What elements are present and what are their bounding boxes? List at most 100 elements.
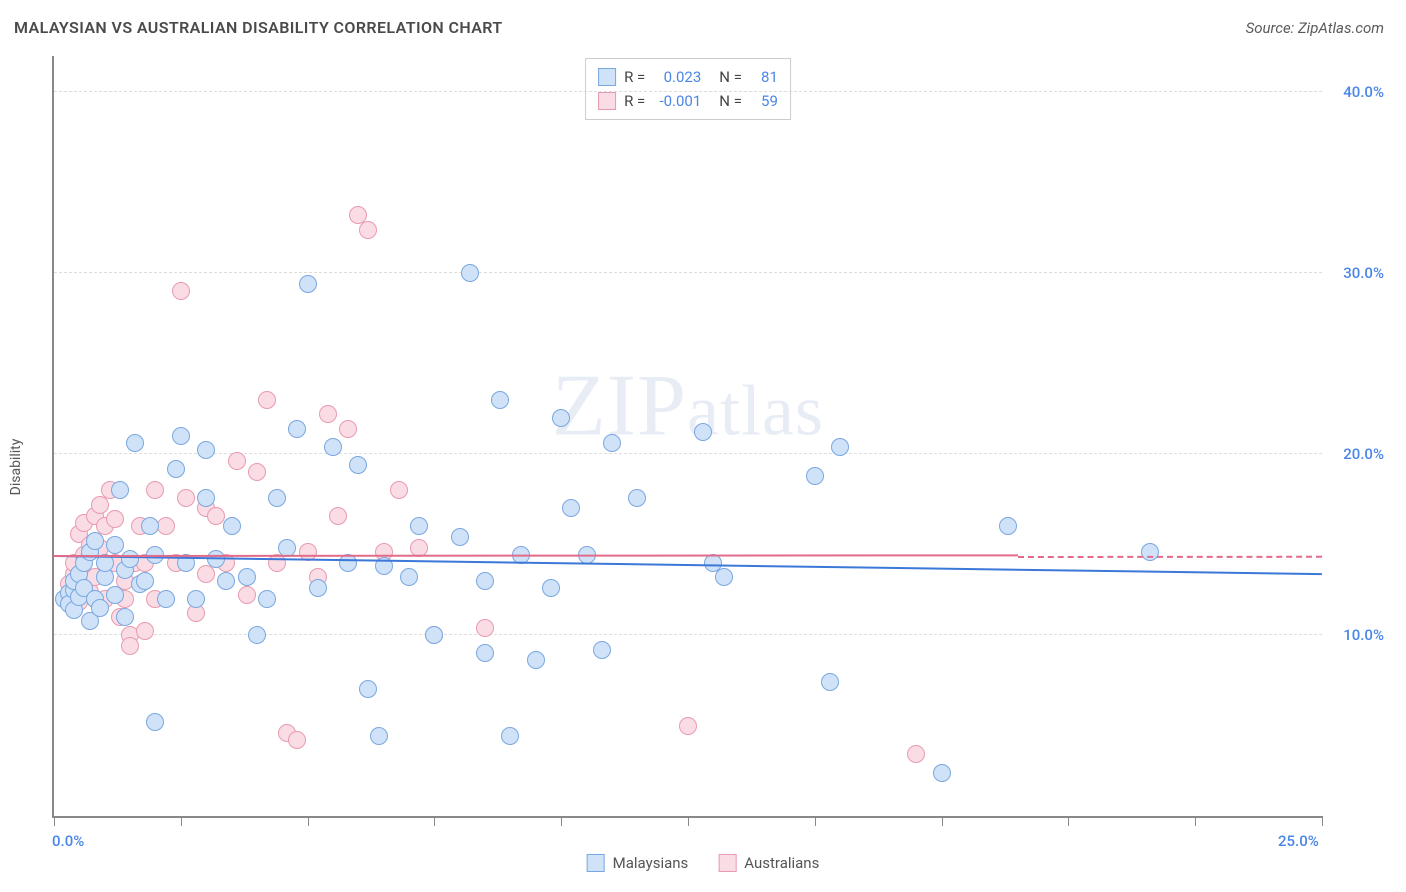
data-point [187, 590, 205, 608]
y-tick-label: 30.0% [1343, 264, 1384, 282]
data-point [907, 745, 925, 763]
data-point [400, 568, 418, 586]
x-tick [434, 816, 435, 826]
legend-swatch [718, 854, 736, 872]
stat-r-value: -0.001 [653, 89, 701, 113]
data-point [91, 599, 109, 617]
data-point [106, 510, 124, 528]
data-point [451, 528, 469, 546]
legend: Malaysians Australians [587, 854, 820, 872]
data-point [172, 427, 190, 445]
stat-r-value: 0.023 [653, 65, 701, 89]
data-point [116, 608, 134, 626]
chart-title: MALAYSIAN VS AUSTRALIAN DISABILITY CORRE… [14, 18, 503, 37]
data-point [359, 680, 377, 698]
data-point [238, 568, 256, 586]
data-point [299, 275, 317, 293]
data-point [288, 731, 306, 749]
data-point [238, 586, 256, 604]
data-point [248, 626, 266, 644]
x-tick [1322, 816, 1323, 826]
data-point [476, 619, 494, 637]
watermark: ZIPatlas [552, 355, 824, 456]
data-point [628, 489, 646, 507]
y-tick-label: 10.0% [1343, 626, 1384, 644]
x-tick [1195, 816, 1196, 826]
trend-line [54, 555, 1018, 558]
data-point [167, 460, 185, 478]
data-point [410, 517, 428, 535]
data-point [288, 420, 306, 438]
data-point [146, 713, 164, 731]
gridline [54, 272, 1322, 273]
data-point [542, 579, 560, 597]
data-point [562, 499, 580, 517]
trend-line-extrapolated [1018, 556, 1322, 558]
data-point [359, 221, 377, 239]
data-point [593, 641, 611, 659]
legend-item: Australians [718, 854, 819, 872]
data-point [999, 517, 1017, 535]
data-point [603, 434, 621, 452]
data-point [197, 441, 215, 459]
data-point [806, 467, 824, 485]
data-point [136, 622, 154, 640]
stats-box: R =0.023N =81R =-0.001N =59 [585, 58, 791, 120]
data-point [694, 423, 712, 441]
data-point [106, 536, 124, 554]
data-point [146, 481, 164, 499]
data-point [425, 626, 443, 644]
x-tick-label: 25.0% [1278, 832, 1319, 850]
stat-r-label: R = [624, 65, 645, 89]
data-point [197, 489, 215, 507]
x-tick [688, 816, 689, 826]
data-point [121, 637, 139, 655]
chart-container: Disability ZIPatlas R =0.023N =81R =-0.0… [14, 56, 1392, 878]
data-point [476, 644, 494, 662]
data-point [324, 438, 342, 456]
x-tick [181, 816, 182, 826]
legend-label: Malaysians [613, 854, 689, 872]
legend-swatch [598, 92, 616, 110]
data-point [339, 420, 357, 438]
data-point [172, 282, 190, 300]
data-point [136, 572, 154, 590]
x-tick [308, 816, 309, 826]
data-point [527, 651, 545, 669]
data-point [476, 572, 494, 590]
legend-swatch [587, 854, 605, 872]
data-point [370, 727, 388, 745]
data-point [248, 463, 266, 481]
data-point [831, 438, 849, 456]
stat-n-value: 59 [750, 89, 778, 113]
stat-n-value: 81 [750, 65, 778, 89]
stat-n-label: N = [719, 65, 742, 89]
data-point [1141, 543, 1159, 561]
x-tick [815, 816, 816, 826]
data-point [86, 532, 104, 550]
x-tick-label: 0.0% [52, 832, 84, 850]
x-tick [561, 816, 562, 826]
data-point [390, 481, 408, 499]
plot-area: ZIPatlas R =0.023N =81R =-0.001N =59 10.… [52, 56, 1322, 818]
y-tick-label: 40.0% [1343, 83, 1384, 101]
data-point [126, 434, 144, 452]
legend-swatch [598, 68, 616, 86]
data-point [491, 391, 509, 409]
data-point [461, 264, 479, 282]
x-tick [1068, 816, 1069, 826]
source-label: Source: ZipAtlas.com [1246, 19, 1384, 37]
data-point [268, 489, 286, 507]
gridline [54, 453, 1322, 454]
legend-label: Australians [744, 854, 819, 872]
data-point [319, 405, 337, 423]
y-tick-label: 20.0% [1343, 445, 1384, 463]
stat-r-label: R = [624, 89, 645, 113]
data-point [258, 590, 276, 608]
data-point [258, 391, 276, 409]
data-point [715, 568, 733, 586]
data-point [309, 579, 327, 597]
data-point [552, 409, 570, 427]
legend-item: Malaysians [587, 854, 689, 872]
data-point [106, 586, 124, 604]
